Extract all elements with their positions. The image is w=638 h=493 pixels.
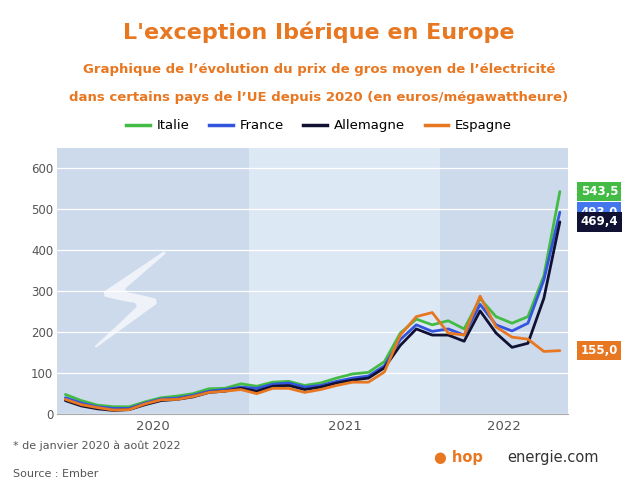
Text: 543,5: 543,5 [581,185,618,198]
Bar [57,148,249,414]
Text: dans certains pays de l’UE depuis 2020 (en euros/mégawattheure): dans certains pays de l’UE depuis 2020 (… [70,91,568,104]
Text: 469,4: 469,4 [581,215,618,228]
Legend: Italie, France, Allemagne, Espagne: Italie, France, Allemagne, Espagne [121,114,517,138]
Bar [440,148,568,414]
Text: Graphique de l’évolution du prix de gros moyen de l’électricité: Graphique de l’évolution du prix de gros… [83,63,555,76]
Text: * de janvier 2020 à août 2022: * de janvier 2020 à août 2022 [13,440,181,451]
Text: ● hop: ● hop [434,450,483,465]
Text: energie.com: energie.com [507,450,598,465]
Text: 493,0: 493,0 [581,206,618,219]
Text: 155,0: 155,0 [581,344,618,357]
Text: L'exception Ibérique en Europe: L'exception Ibérique en Europe [123,22,515,43]
Bar [249,148,440,414]
Text: ⚡: ⚡ [83,248,175,375]
Text: Source : Ember: Source : Ember [13,469,98,479]
